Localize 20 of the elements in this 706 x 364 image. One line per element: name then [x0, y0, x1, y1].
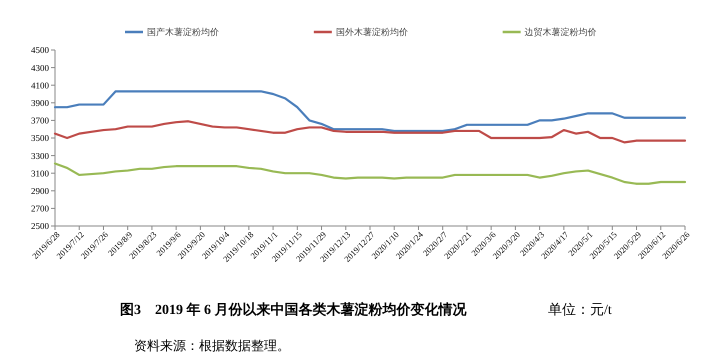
text: 图3 2019 年 6 月份以来中国各类木薯淀粉均价变化情况 — [120, 301, 468, 318]
y-tick-label: 4500 — [31, 45, 50, 56]
y-tick-label: 2700 — [31, 204, 50, 214]
y-tick-label: 2500 — [31, 221, 50, 232]
text: 资料来源：根据数据整理。 — [134, 338, 290, 353]
line-series — [54, 90, 686, 132]
y-tick-label: 4300 — [31, 62, 50, 73]
y-tick-label: 3500 — [31, 133, 50, 144]
legend-label: 国产木薯淀粉均价 — [147, 27, 219, 38]
y-tick-label: 4100 — [31, 80, 50, 90]
y-tick-label: 3700 — [31, 116, 50, 126]
y-tick-label: 3300 — [31, 150, 50, 161]
legend-label: 国外木薯淀粉均价 — [336, 27, 408, 38]
y-tick-label: 3100 — [31, 168, 50, 178]
legend-label: 边贸木薯淀粉均价 — [524, 27, 597, 38]
y-tick-label: 2900 — [31, 186, 50, 196]
y-tick-label: 3900 — [31, 98, 50, 108]
line-series — [54, 120, 686, 144]
line-series — [54, 162, 686, 185]
text: 单位：元/t — [548, 302, 612, 318]
